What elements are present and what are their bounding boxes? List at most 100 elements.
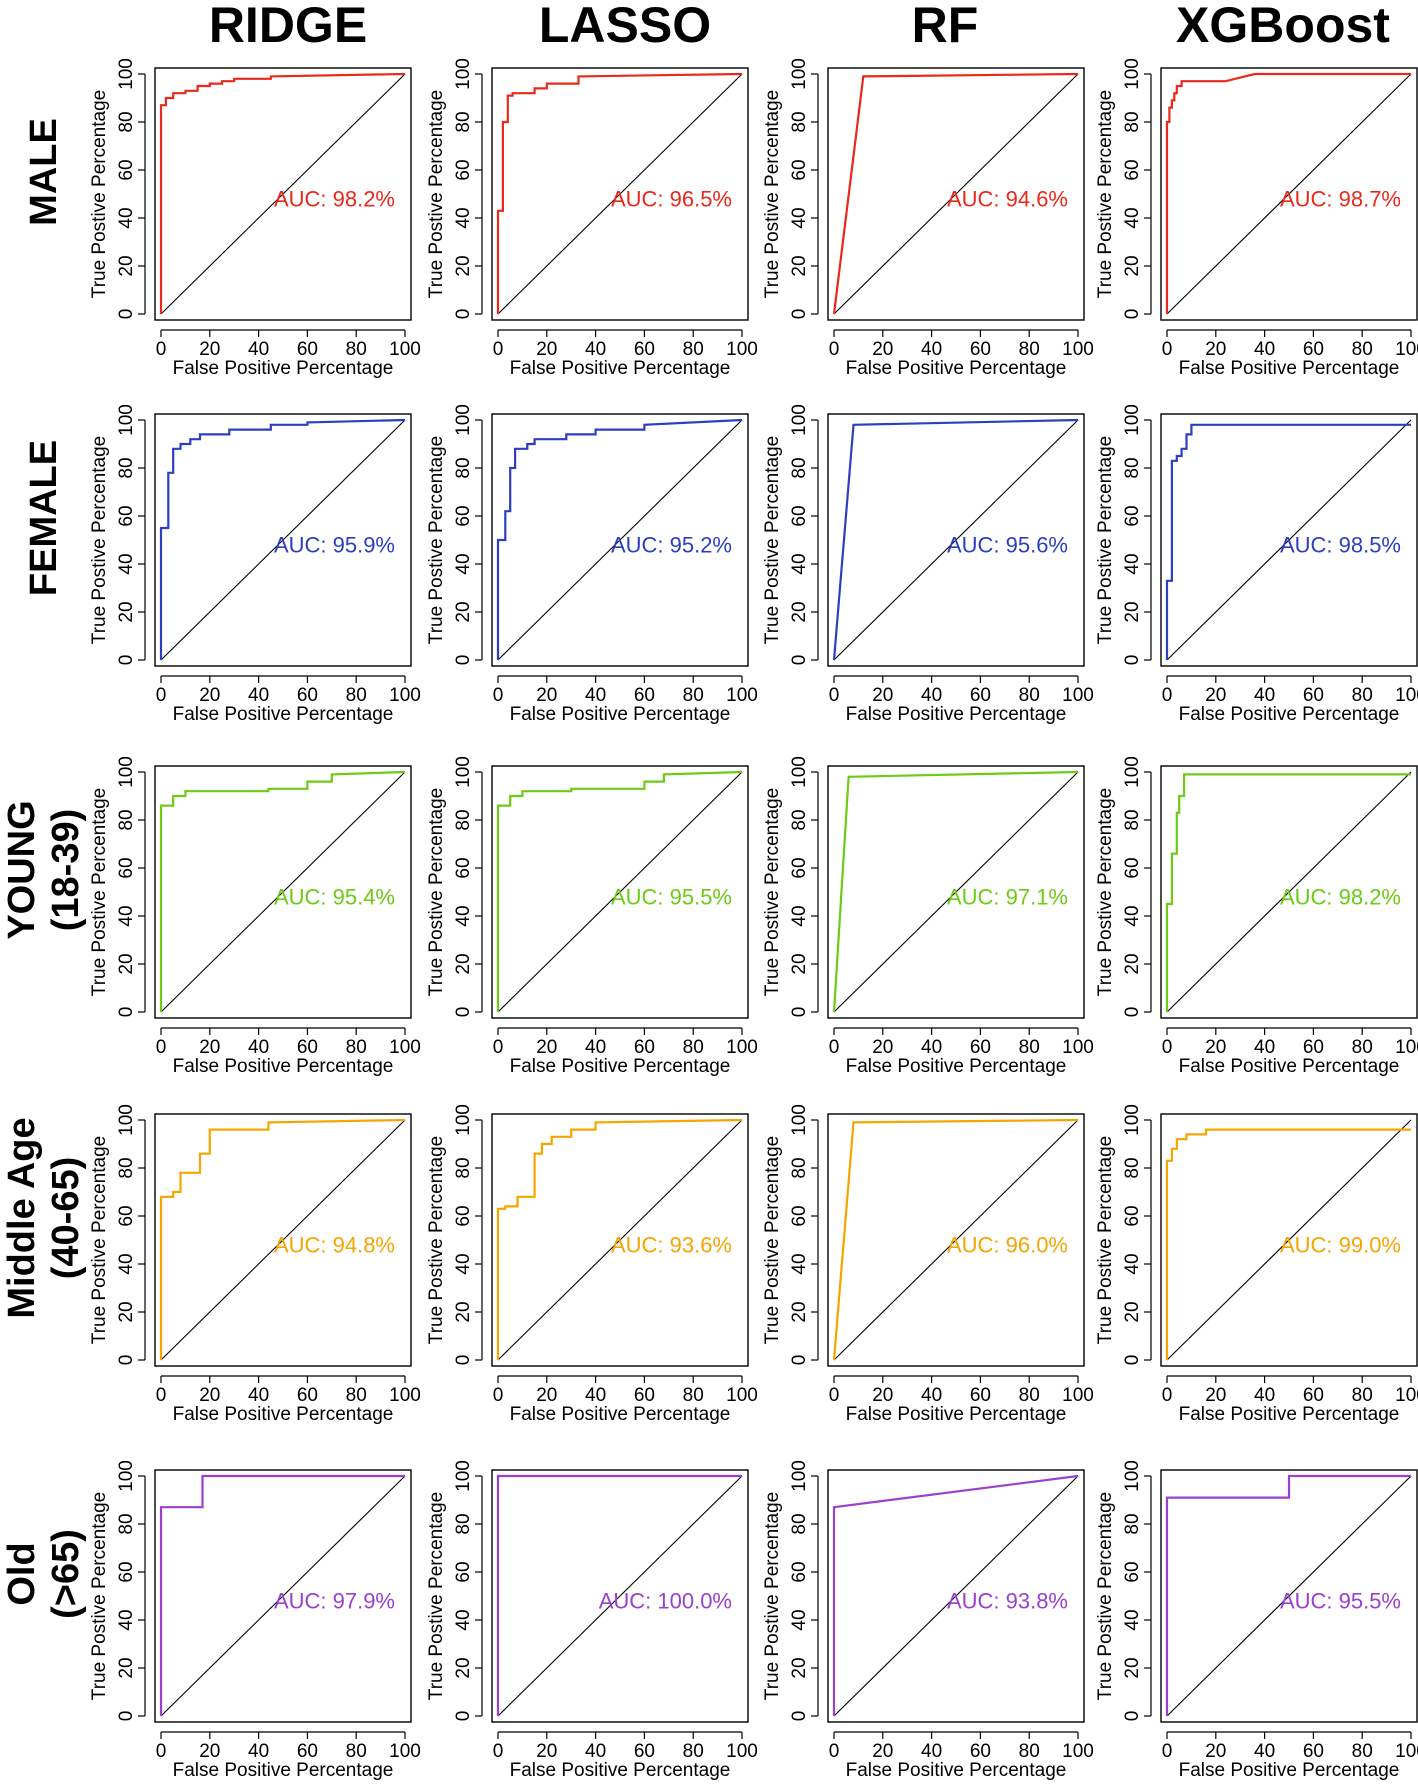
panel-r2-c3-y-tick-label-0: 0: [1122, 1007, 1143, 1018]
panel-r4-c1-y-axis-title: True Postive Percentage: [426, 1492, 447, 1700]
panel-r4-c2-x-tick-label-3: 60: [970, 1741, 991, 1762]
panel-r2-c1-y-tick-label-0: 0: [453, 1007, 474, 1018]
panel-r0-c2-x-tick-label-0: 0: [829, 339, 840, 360]
panel-r4-c3-y-tick-label-5: 100: [1122, 1460, 1143, 1492]
panel-r1-c0-y-tick-label-0: 0: [116, 655, 137, 666]
panel-r0-c2-x-tick-label-3: 60: [970, 339, 991, 360]
panel-r0-c2-diagonal: [833, 73, 1079, 315]
panel-r4-c2-diagonal: [833, 1475, 1079, 1717]
panel-r3-c0-diagonal: [160, 1119, 406, 1361]
panel-r1-c2-x-tick-label-2: 40: [921, 685, 942, 706]
panel-r2-c3-frame: [1160, 765, 1418, 1019]
panel-r0-c0-x-tick-label-4: 80: [346, 339, 367, 360]
panel-r4-c0-y-tick-label-5: 100: [116, 1460, 137, 1492]
panel-r2-c2-y-tick-label-5: 100: [789, 756, 810, 788]
panel-r3-c1-x-tick-label-4: 80: [683, 1385, 704, 1406]
panel-r2-c1-x-axis-title: False Positive Percentage: [510, 1056, 731, 1077]
panel-r4-c0-frame: [154, 1469, 412, 1723]
panel-r2-c1-y-tick-label-5: 100: [453, 756, 474, 788]
panel-r2-c0-x-tick-label-5: 100: [389, 1037, 421, 1058]
panel-r0-c0-frame: [154, 67, 412, 321]
panel-r2-c2-x-tick-label-0: 0: [829, 1037, 840, 1058]
panel-r0-c3-auc-label: AUC: 98.7%: [1280, 187, 1401, 212]
panel-r1-c3-x-tick-label-1: 20: [1205, 685, 1226, 706]
panel-r0-c1-x-tick-label-1: 20: [536, 339, 557, 360]
panel-r3-c0-x-tick-label-2: 40: [248, 1385, 269, 1406]
panel-r3-c2-x-tick-label-3: 60: [970, 1385, 991, 1406]
panel-r4-c1-y-tick-label-0: 0: [453, 1711, 474, 1722]
panel-r0-c3-x-tick-label-0: 0: [1162, 339, 1173, 360]
row-label-3-line-1: (40-65): [45, 1157, 87, 1280]
panel-r2-c1-y-tick-label-2: 40: [453, 905, 474, 926]
panel-r3-c2-x-tick-label-1: 20: [872, 1385, 893, 1406]
panel-r3-c3-auc-label: AUC: 99.0%: [1280, 1233, 1401, 1258]
panel-r2-c1-y-axis-title: True Postive Percentage: [426, 788, 447, 996]
panel-r3-c1-y-tick-label-5: 100: [453, 1104, 474, 1136]
panel-r4-c0-auc-label: AUC: 97.9%: [274, 1589, 395, 1614]
panel-r4-c1-frame: [491, 1469, 749, 1723]
panel-r3-c2-y-tick-label-2: 40: [789, 1253, 810, 1274]
panel-r4-c3-frame: [1160, 1469, 1418, 1723]
panel-r2-c3-x-axis-title: False Positive Percentage: [1179, 1056, 1400, 1077]
panel-r3-c3-y-tick-label-4: 80: [1122, 1157, 1143, 1178]
panel-r4-c3-diagonal: [1166, 1475, 1412, 1717]
panel-r1-c1-x-tick-label-3: 60: [634, 685, 655, 706]
panel-r4-c3-y-tick-label-1: 20: [1122, 1657, 1143, 1678]
panel-r2-c2-auc-label: AUC: 97.1%: [947, 885, 1068, 910]
panel-r3-c0-y-tick-label-0: 0: [116, 1355, 137, 1366]
panel-r1-c2-diagonal: [833, 419, 1079, 661]
panel-r4-c1-y-tick-label-5: 100: [453, 1460, 474, 1492]
panel-r0-c1-y-tick-label-0: 0: [453, 309, 474, 320]
panel-r4-c3-x-tick-label-0: 0: [1162, 1741, 1173, 1762]
panel-r1-c0-x-tick-label-2: 40: [248, 685, 269, 706]
panel-r1-c3-x-tick-label-3: 60: [1303, 685, 1324, 706]
panel-r0-c0-y-tick-label-3: 60: [116, 159, 137, 180]
panel-r3-c3-y-tick-label-2: 40: [1122, 1253, 1143, 1274]
panel-r4-c2-y-tick-label-4: 80: [789, 1513, 810, 1534]
panel-r4-c0-x-tick-label-4: 80: [346, 1741, 367, 1762]
panel-r0-c1-y-tick-label-1: 20: [453, 255, 474, 276]
panel-r4-c0-x-tick-label-2: 40: [248, 1741, 269, 1762]
panel-r1-c2-y-tick-label-3: 60: [789, 505, 810, 526]
panel-r2-c3-x-tick-label-3: 60: [1303, 1037, 1324, 1058]
panel-r2-c1-x-tick-label-3: 60: [634, 1037, 655, 1058]
panel-r4-c1-x-axis-title: False Positive Percentage: [510, 1760, 731, 1781]
panel-r3-c1-y-tick-label-2: 40: [453, 1253, 474, 1274]
panel-r3-c2-x-tick-label-4: 80: [1019, 1385, 1040, 1406]
row-label-4-line-0: Old: [1, 1542, 43, 1605]
panel-r0-c3-y-tick-label-3: 60: [1122, 159, 1143, 180]
panel-r4-c3-roc-curve: [1165, 1474, 1411, 1716]
panel-r2-c1-x-tick-label-2: 40: [585, 1037, 606, 1058]
panel-r1-c1-y-tick-label-0: 0: [453, 655, 474, 666]
panel-r2-c0-frame: [154, 765, 412, 1019]
row-label-0-line-0: MALE: [23, 118, 65, 226]
panel-r2-c3-y-axis-title: True Postive Percentage: [1095, 788, 1116, 996]
panel-r3-c2-x-tick-label-0: 0: [829, 1385, 840, 1406]
panel-r0-c3-y-tick-label-2: 40: [1122, 207, 1143, 228]
panel-r2-c0-y-tick-label-0: 0: [116, 1007, 137, 1018]
panel-r0-c1-x-tick-label-4: 80: [683, 339, 704, 360]
panel-r1-c2-x-axis-title: False Positive Percentage: [846, 704, 1067, 725]
panel-r1-c1-x-tick-label-1: 20: [536, 685, 557, 706]
panel-r1-c3-y-tick-label-5: 100: [1122, 404, 1143, 436]
panel-r1-c0-x-tick-label-4: 80: [346, 685, 367, 706]
row-label-2-line-0: YOUNG: [1, 800, 43, 939]
panel-r2-c3-y-tick-label-4: 80: [1122, 809, 1143, 830]
panel-r2-c2-x-axis-title: False Positive Percentage: [846, 1056, 1067, 1077]
panel-r3-c3-y-tick-label-1: 20: [1122, 1301, 1143, 1322]
panel-r3-c1-x-tick-label-3: 60: [634, 1385, 655, 1406]
column-header-lasso: LASSO: [539, 0, 711, 53]
panel-r3-c1-x-tick-label-0: 0: [493, 1385, 504, 1406]
panel-r4-c0-diagonal: [160, 1475, 406, 1717]
panel-r1-c2-y-tick-label-1: 20: [789, 601, 810, 622]
panel-r0-c3-frame: [1160, 67, 1418, 321]
panel-r2-c2-x-tick-label-2: 40: [921, 1037, 942, 1058]
panel-r2-c2-frame: [827, 765, 1085, 1019]
panel-r2-c2-x-tick-label-3: 60: [970, 1037, 991, 1058]
panel-r0-c2-y-tick-label-2: 40: [789, 207, 810, 228]
panel-r3-c2-x-axis-title: False Positive Percentage: [846, 1404, 1067, 1425]
panel-r0-c2-x-tick-label-4: 80: [1019, 339, 1040, 360]
panel-r1-c1-x-tick-label-2: 40: [585, 685, 606, 706]
panel-r4-c3-x-tick-label-1: 20: [1205, 1741, 1226, 1762]
panel-r1-c1-x-axis-title: False Positive Percentage: [510, 704, 731, 725]
